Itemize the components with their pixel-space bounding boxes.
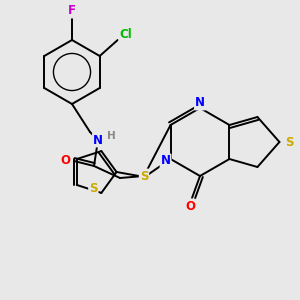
Text: S: S xyxy=(89,182,98,195)
Text: H: H xyxy=(106,131,116,141)
Text: N: N xyxy=(195,97,205,110)
Text: O: O xyxy=(185,200,195,212)
Text: S: S xyxy=(285,136,294,148)
Text: F: F xyxy=(68,4,76,17)
Text: S: S xyxy=(140,169,148,182)
Text: N: N xyxy=(93,134,103,146)
Text: Cl: Cl xyxy=(119,28,132,41)
Text: O: O xyxy=(60,154,70,167)
Text: N: N xyxy=(160,154,171,167)
